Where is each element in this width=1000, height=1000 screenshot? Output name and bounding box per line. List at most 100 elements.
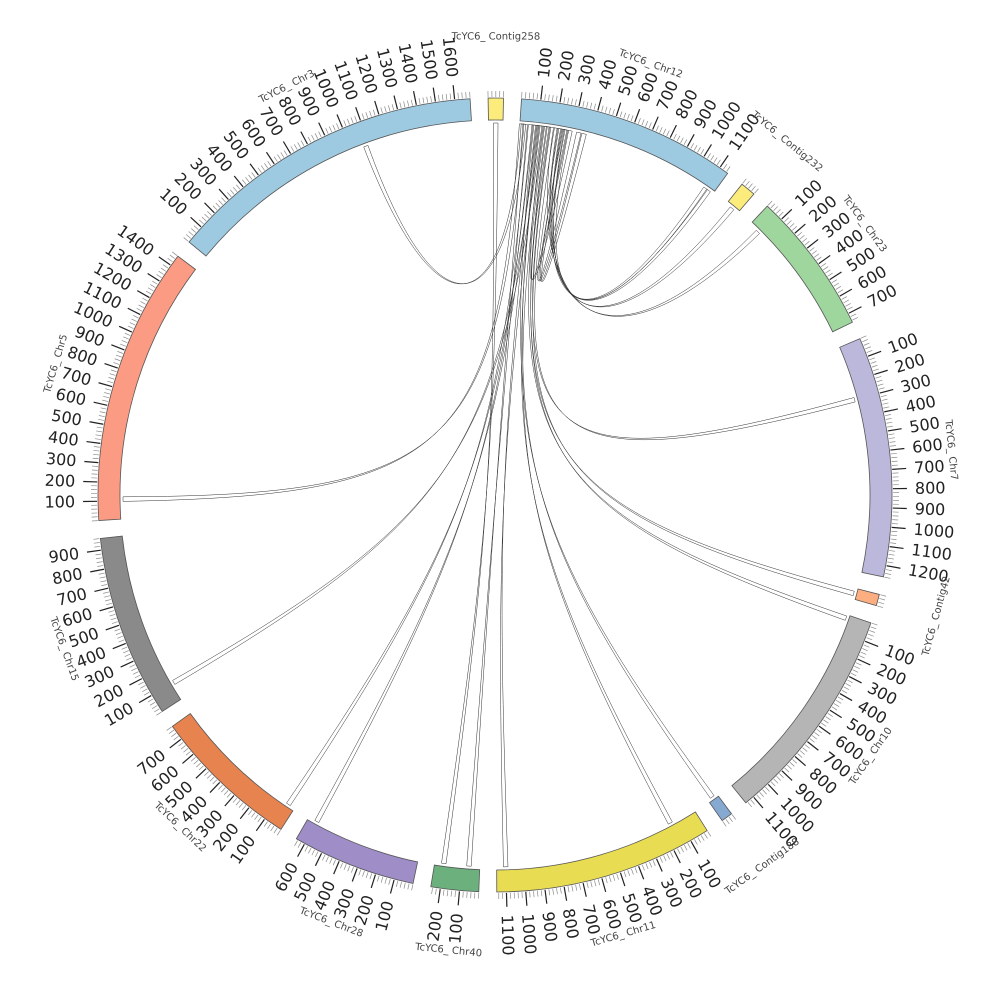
minor-tick: [833, 703, 840, 707]
minor-tick: [403, 101, 406, 108]
minor-tick: [835, 699, 842, 704]
tick-label: 700: [914, 456, 946, 477]
minor-tick: [110, 369, 117, 373]
major-tick: [300, 131, 308, 145]
minor-tick: [586, 101, 589, 108]
tick-label: 900: [914, 499, 945, 519]
major-tick: [864, 640, 879, 648]
minor-tick: [136, 308, 143, 312]
minor-tick: [183, 748, 189, 753]
minor-tick: [670, 852, 674, 858]
minor-ticks-chr40: [431, 888, 480, 899]
minor-tick: [212, 205, 218, 211]
minor-tick: [257, 816, 262, 823]
major-tick: [437, 889, 441, 904]
minor-tick: [582, 100, 585, 107]
segment-contig42: [854, 588, 880, 607]
minor-tick: [365, 872, 369, 879]
minor-tick: [608, 107, 612, 114]
minor-tick: [652, 860, 656, 866]
minor-tick: [148, 287, 154, 292]
minor-tick: [845, 303, 851, 307]
minor-tick: [831, 706, 838, 711]
minor-tick: [267, 160, 272, 167]
minor-ticks-chr15: [93, 538, 162, 716]
minor-tick: [666, 853, 670, 860]
minor-ticks-chr10: [747, 622, 878, 808]
minor-tick: [191, 228, 197, 233]
minor-tick: [683, 844, 688, 851]
minor-tick: [407, 100, 410, 107]
minor-tick: [124, 332, 131, 336]
minor-tick: [797, 753, 803, 758]
minor-tick: [889, 550, 896, 552]
minor-tick: [687, 843, 691, 849]
minor-tick: [623, 871, 627, 878]
tick-label: 200: [44, 471, 75, 491]
minor-tick: [430, 96, 432, 103]
minor-tick: [121, 340, 128, 344]
minor-tick: [108, 377, 115, 380]
minor-tick: [198, 765, 204, 771]
minor-tick: [290, 146, 295, 152]
minor-tick: [343, 120, 347, 127]
minor-tick: [887, 557, 894, 560]
tick-label: 800: [559, 907, 583, 940]
link-18: [539, 128, 587, 282]
minor-tick: [540, 890, 543, 897]
minor-tick: [102, 399, 109, 402]
tick-label: 300: [45, 449, 77, 470]
minor-tick: [445, 93, 448, 100]
tick-label: 900: [47, 544, 80, 567]
minor-tick: [438, 94, 440, 101]
major-tick: [690, 841, 699, 854]
minor-tick: [884, 576, 891, 579]
minor-tick: [869, 630, 876, 633]
minor-tick: [855, 662, 862, 666]
minor-ticks-contig188: [722, 814, 737, 827]
minor-tick: [637, 117, 641, 124]
major-tick: [794, 756, 806, 767]
minor-tick: [860, 335, 867, 339]
major-tick: [104, 363, 118, 369]
minor-tick: [212, 779, 218, 785]
minor-tick: [843, 686, 850, 691]
tick-label: 600: [911, 435, 943, 457]
minor-tick: [884, 414, 891, 417]
minor-tick: [350, 117, 354, 124]
minor-tick: [92, 457, 99, 460]
minor-tick: [329, 857, 333, 864]
minor-tick: [230, 189, 235, 195]
minor-tick: [454, 891, 456, 898]
minor-tick: [114, 628, 121, 632]
minor-tick: [127, 325, 134, 329]
minor-tick: [619, 111, 623, 118]
minor-tick: [169, 254, 175, 259]
major-tick: [98, 382, 113, 388]
minor-tick: [716, 159, 721, 165]
minor-tick: [232, 187, 238, 193]
major-tick: [86, 440, 101, 444]
minor-tick: [158, 270, 164, 275]
minor-tick: [845, 683, 852, 687]
minor-tick: [108, 610, 115, 613]
minor-tick: [354, 116, 358, 122]
minor-tick: [745, 180, 750, 187]
minor-tick: [567, 97, 570, 104]
minor-tick: [223, 790, 229, 796]
minor-tick: [193, 759, 199, 765]
major-tick: [818, 725, 831, 735]
minor-tick: [863, 342, 870, 346]
tick-label: 1000: [518, 913, 540, 955]
minor-tick: [314, 133, 319, 139]
minor-tick: [126, 657, 132, 661]
link-16: [172, 125, 543, 685]
link-2: [286, 124, 534, 806]
minor-tick: [723, 164, 728, 170]
minor-tick: [450, 890, 453, 897]
minor-tick: [162, 264, 169, 269]
minor-tick: [567, 886, 570, 893]
minor-tick: [106, 602, 113, 606]
minor-tick: [877, 383, 884, 386]
minor-tick: [293, 144, 298, 150]
